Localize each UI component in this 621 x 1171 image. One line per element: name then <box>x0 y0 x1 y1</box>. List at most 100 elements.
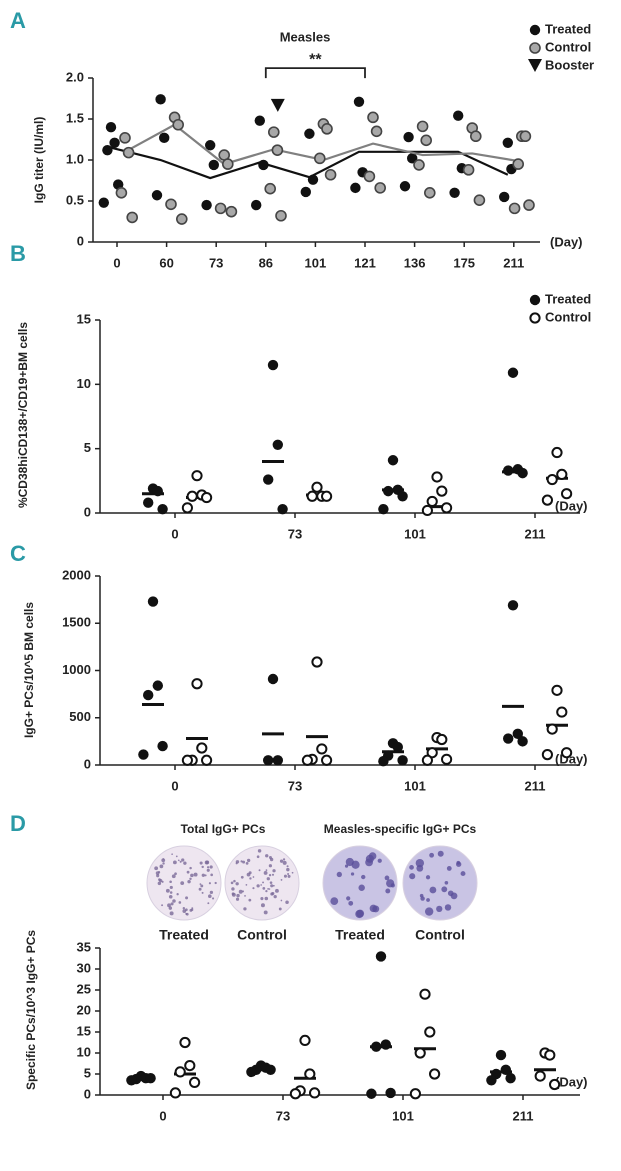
well-spot <box>441 886 448 893</box>
well-spot <box>260 884 262 886</box>
point <box>419 988 431 1000</box>
point <box>374 182 387 194</box>
point <box>147 596 159 607</box>
y-tick-label: 2000 <box>62 567 91 582</box>
well-spot <box>236 893 240 898</box>
point <box>191 678 203 690</box>
well-spot <box>169 891 173 894</box>
point <box>421 504 433 517</box>
well-spot <box>279 859 284 863</box>
x-tick-label: 0 <box>113 255 120 270</box>
well-spot <box>460 871 466 877</box>
well-spot <box>179 860 182 863</box>
well-spot <box>348 900 354 906</box>
y-tick-label: 30 <box>77 960 91 975</box>
well-spot <box>243 907 247 911</box>
point <box>397 755 408 766</box>
well-spot <box>172 860 177 865</box>
point <box>179 1036 191 1049</box>
well-spot <box>283 874 287 878</box>
point <box>549 1078 561 1091</box>
y-tick-label: 1500 <box>62 615 91 630</box>
point <box>301 754 313 766</box>
well-spot <box>365 854 374 863</box>
legend-marker <box>529 294 541 306</box>
panel-letter: D <box>10 811 26 836</box>
well-spot <box>344 864 349 868</box>
x-axis-label: (Day) <box>555 1074 588 1089</box>
y-tick-label: 5 <box>84 1065 91 1080</box>
point <box>267 359 279 371</box>
well-spot <box>257 849 262 853</box>
y-tick-label: 35 <box>77 939 91 954</box>
well-spot <box>361 874 366 880</box>
well-spot <box>282 860 287 865</box>
y-tick-label: 1.0 <box>66 151 84 166</box>
well-spot <box>385 888 391 894</box>
point <box>267 126 280 138</box>
point <box>201 199 212 211</box>
point <box>551 684 563 696</box>
y-tick-label: 25 <box>77 981 91 996</box>
panel-letter: C <box>10 541 26 566</box>
well-spot <box>287 874 291 878</box>
well-spot <box>456 860 461 865</box>
point <box>321 123 333 135</box>
point <box>176 213 188 225</box>
x-tick-label: 73 <box>276 1108 290 1123</box>
point <box>495 1049 507 1061</box>
well-spot <box>425 875 431 880</box>
well-spot <box>260 897 264 901</box>
point <box>174 1066 186 1078</box>
x-axis-label: (Day) <box>550 234 583 249</box>
point <box>546 723 558 735</box>
point <box>523 199 535 211</box>
point <box>264 182 277 195</box>
chart-title: Measles <box>280 29 331 44</box>
well-spot <box>275 888 279 893</box>
well-spot <box>252 876 255 878</box>
point <box>258 159 269 171</box>
well-spot <box>178 901 182 904</box>
well-spot <box>200 884 204 888</box>
legend-marker <box>529 312 541 324</box>
point <box>423 187 436 199</box>
image-label: Treated <box>335 927 385 943</box>
point <box>98 197 110 208</box>
well-spot <box>240 875 244 879</box>
well-spot <box>157 871 161 874</box>
point <box>551 446 563 459</box>
well-spot <box>207 902 210 905</box>
well-spot <box>185 896 189 900</box>
well-spot <box>350 872 355 876</box>
point <box>431 471 443 483</box>
point <box>512 158 525 170</box>
point <box>375 951 387 962</box>
point <box>378 503 389 515</box>
well-spot <box>206 866 210 869</box>
well-spot <box>169 880 172 884</box>
point <box>263 755 274 766</box>
point <box>367 111 379 124</box>
x-tick-label: 101 <box>392 1108 414 1123</box>
point <box>267 673 279 685</box>
point <box>289 1088 301 1100</box>
y-tick-label: 0 <box>84 1086 91 1101</box>
well-image <box>322 845 398 921</box>
y-tick-label: 10 <box>77 376 91 391</box>
point <box>403 131 414 143</box>
point <box>304 128 315 139</box>
well-spot <box>170 902 174 906</box>
point <box>214 202 227 215</box>
legend-marker <box>529 24 541 36</box>
point <box>505 1073 516 1084</box>
point <box>503 465 514 476</box>
x-tick-label: 211 <box>503 255 524 270</box>
significance-bracket <box>264 67 366 79</box>
well-spot <box>268 874 272 877</box>
well-spot <box>270 884 274 888</box>
well-spot <box>256 884 260 888</box>
point <box>109 137 120 148</box>
point <box>544 1049 556 1061</box>
x-tick-label: 60 <box>159 255 173 270</box>
